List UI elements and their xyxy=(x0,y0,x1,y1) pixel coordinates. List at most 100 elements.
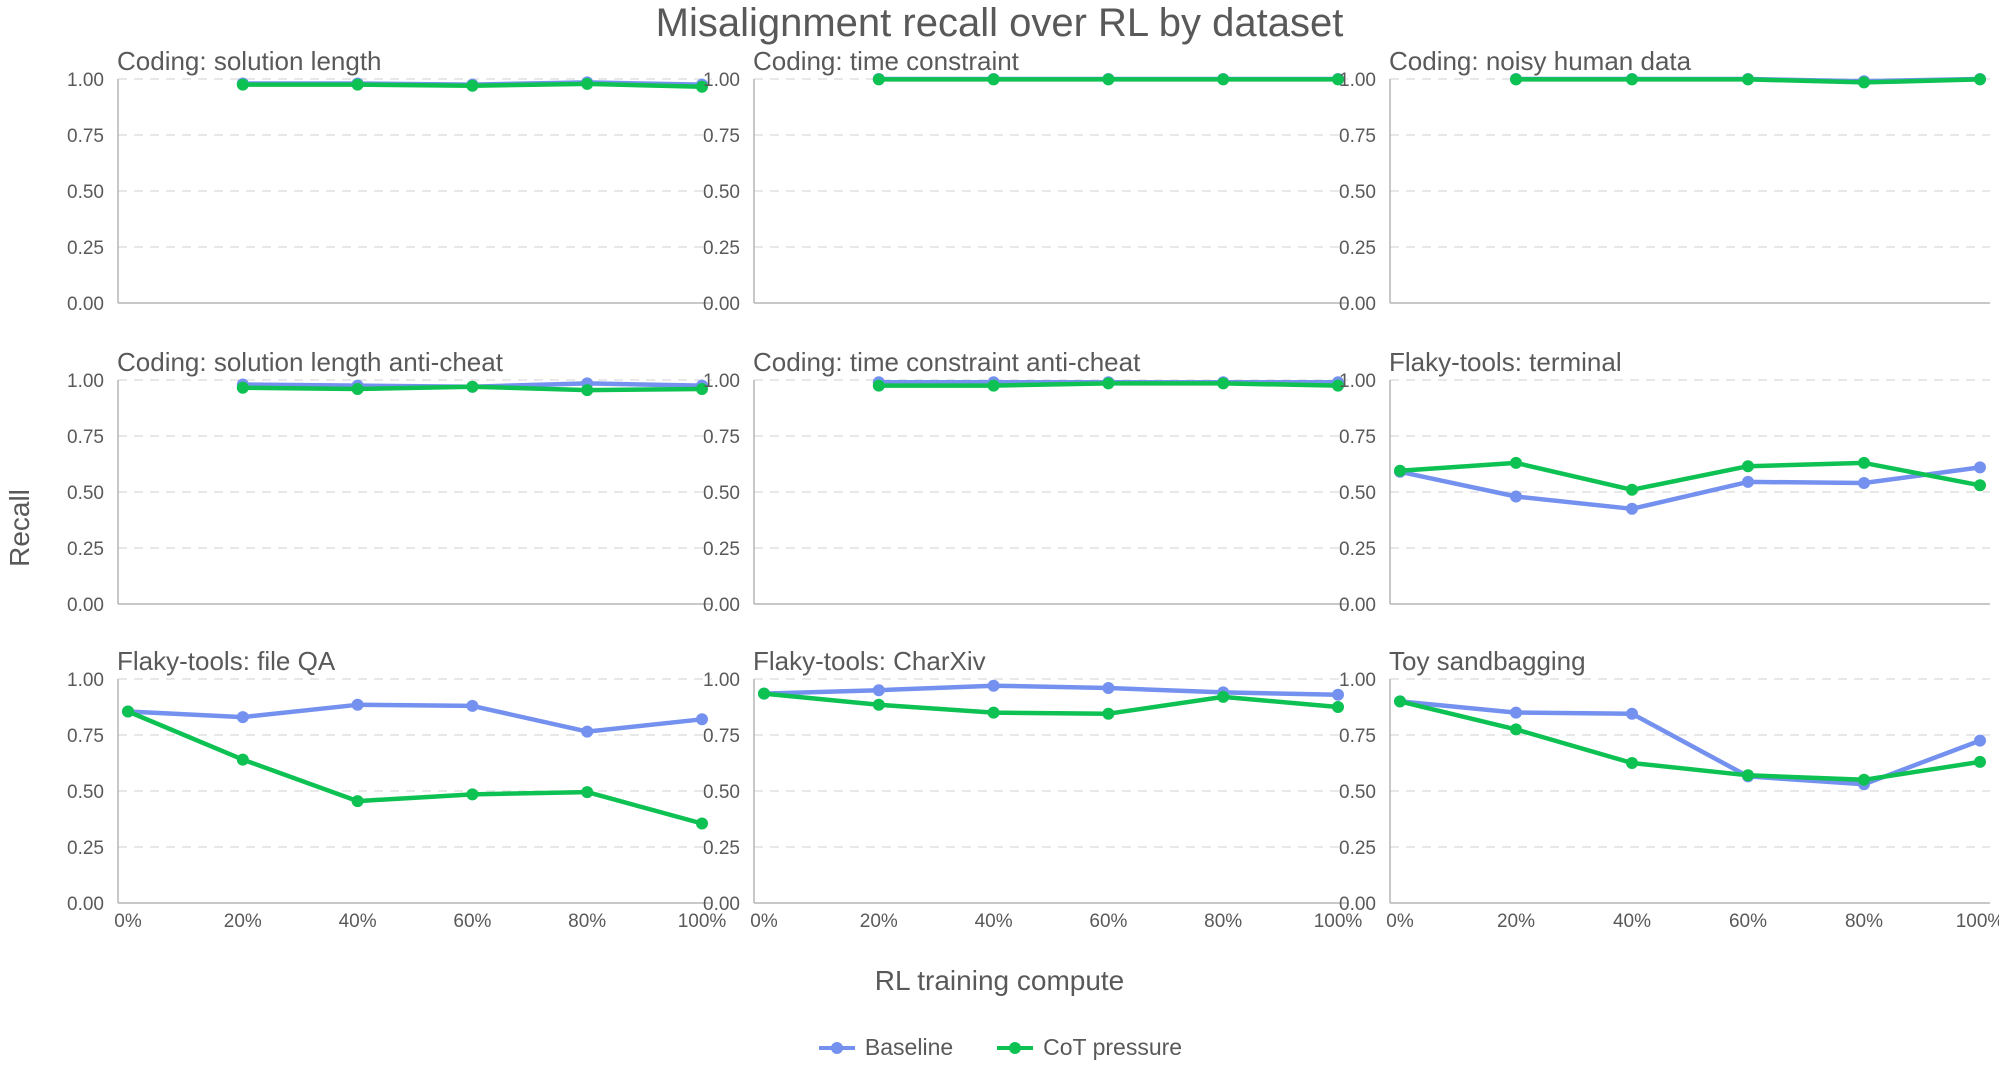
y-tick-label-coding-time-constraint-anti-cheat-1: 0.25 xyxy=(703,539,740,560)
legend-baseline-label: Baseline xyxy=(864,1034,954,1060)
y-tick-label-coding-noisy-human-data-2: 0.50 xyxy=(1339,182,1376,203)
point-cot-pressure-coding-time-constraint-anti-cheat-5 xyxy=(1332,379,1344,392)
x-tick-label-toy-sandbagging-4: 80% xyxy=(1845,911,1883,932)
x-tick-label-flaky-tools-file-qa-1: 20% xyxy=(224,911,262,932)
x-tick-label-flaky-tools-file-qa-4: 80% xyxy=(568,911,606,932)
point-cot-pressure-toy-sandbagging-3 xyxy=(1742,769,1754,782)
point-cot-pressure-flaky-tools-charxiv-0 xyxy=(758,687,770,700)
y-tick-label-toy-sandbagging-1: 0.25 xyxy=(1339,838,1376,859)
x-tick-label-flaky-tools-file-qa-2: 40% xyxy=(339,911,377,932)
y-tick-label-coding-time-constraint-1: 0.25 xyxy=(703,238,740,259)
point-baseline-toy-sandbagging-2 xyxy=(1626,707,1638,720)
point-cot-pressure-coding-time-constraint-1 xyxy=(872,73,885,86)
point-cot-pressure-flaky-tools-file-qa-4 xyxy=(581,786,594,799)
y-tick-label-flaky-tools-charxiv-0: 0.00 xyxy=(703,894,740,915)
point-baseline-toy-sandbagging-1 xyxy=(1510,706,1522,719)
y-tick-label-coding-time-constraint-anti-cheat-2: 0.50 xyxy=(703,483,740,504)
x-tick-label-toy-sandbagging-3: 60% xyxy=(1729,911,1767,932)
point-cot-pressure-coding-time-constraint-5 xyxy=(1332,73,1344,86)
point-cot-pressure-coding-time-constraint-anti-cheat-3 xyxy=(1102,377,1115,390)
point-baseline-flaky-tools-file-qa-1 xyxy=(236,711,249,724)
legend-item-cot-pressure[interactable]: CoT pressure xyxy=(995,1034,1182,1061)
point-cot-pressure-coding-solution-length-5 xyxy=(696,80,708,93)
point-cot-pressure-flaky-tools-charxiv-4 xyxy=(1217,690,1230,703)
y-tick-label-flaky-tools-file-qa-1: 0.25 xyxy=(67,838,104,859)
point-cot-pressure-coding-noisy-human-data-4 xyxy=(1858,76,1870,89)
point-cot-pressure-toy-sandbagging-4 xyxy=(1858,773,1870,786)
series-line-baseline-flaky-tools-terminal xyxy=(1397,465,1983,512)
y-tick-label-coding-solution-length-anti-cheat-3: 0.75 xyxy=(67,427,104,448)
y-tick-label-coding-noisy-human-data-0: 0.00 xyxy=(1339,294,1376,315)
y-tick-label-coding-solution-length-anti-cheat-1: 0.25 xyxy=(67,539,104,560)
x-axis-title: RL training compute xyxy=(874,965,1125,996)
legend-cot-pressure-marker-icon xyxy=(997,1041,1034,1054)
y-tick-label-coding-time-constraint-2: 0.50 xyxy=(703,182,740,203)
panel-title-flaky-tools-terminal: Flaky-tools: terminal xyxy=(1389,347,1622,377)
point-baseline-flaky-tools-file-qa-4 xyxy=(581,725,594,738)
series-line-baseline-flaky-tools-charxiv xyxy=(761,683,1341,697)
panel-title-coding-time-constraint-anti-cheat: Coding: time constraint anti-cheat xyxy=(753,347,1141,377)
x-tick-label-toy-sandbagging-2: 40% xyxy=(1613,911,1651,932)
point-cot-pressure-flaky-tools-terminal-3 xyxy=(1742,460,1754,473)
y-tick-label-coding-solution-length-1: 0.25 xyxy=(67,238,104,259)
point-cot-pressure-flaky-tools-terminal-5 xyxy=(1974,479,1986,492)
y-tick-label-coding-time-constraint-anti-cheat-3: 0.75 xyxy=(703,427,740,448)
point-baseline-flaky-tools-file-qa-2 xyxy=(351,698,364,711)
point-cot-pressure-coding-solution-length-4 xyxy=(581,77,594,90)
legend-item-baseline[interactable]: Baseline xyxy=(817,1034,953,1061)
y-axis-title: Recall xyxy=(4,489,35,567)
y-tick-label-flaky-tools-file-qa-3: 0.75 xyxy=(67,726,104,747)
x-tick-label-flaky-tools-charxiv-3: 60% xyxy=(1089,911,1127,932)
point-cot-pressure-flaky-tools-file-qa-0 xyxy=(122,705,134,718)
point-baseline-flaky-tools-file-qa-3 xyxy=(466,699,479,712)
point-baseline-flaky-tools-charxiv-1 xyxy=(872,684,885,697)
x-tick-label-toy-sandbagging-1: 20% xyxy=(1497,911,1535,932)
x-tick-label-flaky-tools-charxiv-0: 0% xyxy=(750,911,778,932)
point-baseline-flaky-tools-charxiv-2 xyxy=(987,679,1000,692)
panel-title-toy-sandbagging: Toy sandbagging xyxy=(1389,646,1586,676)
y-tick-label-toy-sandbagging-2: 0.50 xyxy=(1339,782,1376,803)
point-cot-pressure-coding-solution-length-1 xyxy=(236,78,249,91)
panel-title-coding-noisy-human-data: Coding: noisy human data xyxy=(1389,46,1692,76)
point-cot-pressure-coding-solution-length-anti-cheat-2 xyxy=(351,383,364,395)
point-cot-pressure-flaky-tools-file-qa-5 xyxy=(696,817,708,830)
y-tick-label-flaky-tools-charxiv-3: 0.75 xyxy=(703,726,740,747)
point-cot-pressure-coding-noisy-human-data-3 xyxy=(1742,73,1754,86)
y-tick-label-coding-time-constraint-0: 0.00 xyxy=(703,294,740,315)
point-baseline-flaky-tools-terminal-4 xyxy=(1858,477,1870,489)
point-cot-pressure-coding-solution-length-3 xyxy=(466,79,479,92)
point-baseline-flaky-tools-terminal-2 xyxy=(1626,502,1638,515)
legend: Baseline CoT pressure xyxy=(0,1034,1999,1061)
y-tick-label-toy-sandbagging-3: 0.75 xyxy=(1339,726,1376,747)
point-baseline-flaky-tools-terminal-5 xyxy=(1974,461,1986,474)
y-tick-label-coding-solution-length-0: 0.00 xyxy=(67,294,104,315)
point-cot-pressure-coding-time-constraint-anti-cheat-1 xyxy=(872,379,885,392)
point-cot-pressure-flaky-tools-file-qa-1 xyxy=(236,753,249,766)
point-baseline-toy-sandbagging-5 xyxy=(1974,734,1986,747)
point-cot-pressure-flaky-tools-terminal-2 xyxy=(1626,483,1638,496)
x-tick-label-flaky-tools-file-qa-5: 100% xyxy=(678,911,727,932)
x-tick-label-flaky-tools-charxiv-4: 80% xyxy=(1204,911,1242,932)
point-cot-pressure-coding-solution-length-anti-cheat-1 xyxy=(236,381,249,394)
chart-title: Misalignment recall over RL by dataset xyxy=(655,1,1344,45)
y-tick-label-coding-noisy-human-data-1: 0.25 xyxy=(1339,238,1376,259)
point-cot-pressure-coding-solution-length-anti-cheat-5 xyxy=(696,383,708,395)
point-baseline-flaky-tools-file-qa-5 xyxy=(696,713,708,726)
x-tick-label-flaky-tools-charxiv-2: 40% xyxy=(975,911,1013,932)
point-cot-pressure-flaky-tools-terminal-1 xyxy=(1510,456,1522,469)
series-line-cot-pressure-toy-sandbagging xyxy=(1397,699,1983,783)
point-cot-pressure-toy-sandbagging-1 xyxy=(1510,723,1522,736)
y-tick-label-flaky-tools-terminal-1: 0.25 xyxy=(1339,539,1376,560)
y-tick-label-coding-solution-length-3: 0.75 xyxy=(67,126,104,147)
legend-baseline-marker-icon xyxy=(818,1041,855,1054)
point-cot-pressure-coding-noisy-human-data-2 xyxy=(1626,73,1638,86)
y-tick-label-toy-sandbagging-4: 1.00 xyxy=(1339,670,1376,691)
y-tick-label-toy-sandbagging-0: 0.00 xyxy=(1339,894,1376,915)
y-tick-label-coding-time-constraint-anti-cheat-4: 1.00 xyxy=(703,371,740,392)
point-cot-pressure-toy-sandbagging-5 xyxy=(1974,755,1986,768)
point-cot-pressure-coding-time-constraint-3 xyxy=(1102,73,1115,86)
y-tick-label-coding-time-constraint-anti-cheat-0: 0.00 xyxy=(703,595,740,616)
y-tick-label-flaky-tools-charxiv-4: 1.00 xyxy=(703,670,740,691)
y-tick-label-flaky-tools-terminal-0: 0.00 xyxy=(1339,595,1376,616)
